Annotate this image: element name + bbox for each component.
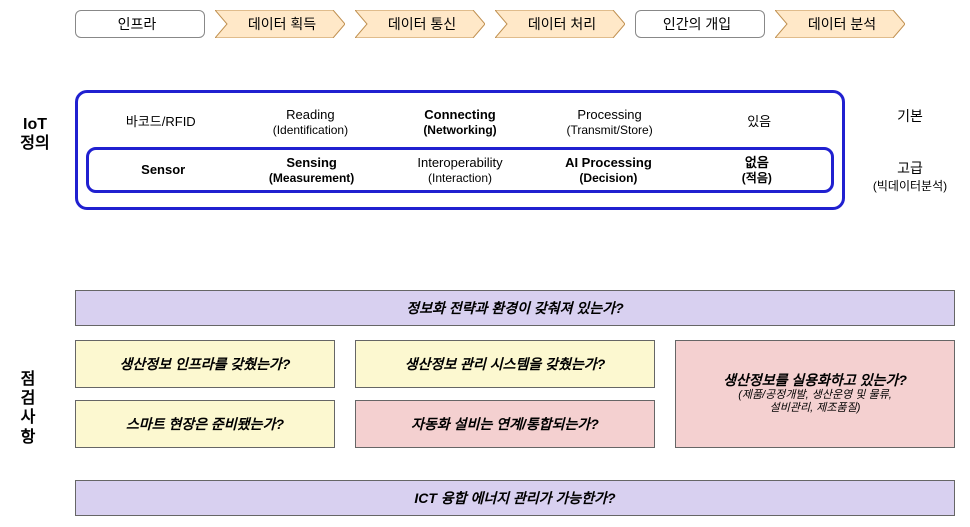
iot-basic-row: 바코드/RFIDReading(Identification)Connectin… [86, 99, 834, 145]
check-box: 스마트 현장은 준비됐는가? [75, 400, 335, 448]
process-tab-4: 인간의 개입 [635, 10, 765, 38]
process-tab-3: 데이터 처리 [495, 10, 625, 38]
iot-row-basic-cell-3: Processing(Transmit/Store) [535, 107, 685, 137]
iot-advanced-row: SensorSensing(Measurement)Interoperabili… [86, 147, 834, 193]
check-box: 생산정보를 실용화하고 있는가?(제품/공정개발, 생산운영 및 물류,설비관리… [675, 340, 955, 448]
process-tab-5: 데이터 분석 [775, 10, 905, 38]
process-tab-1: 데이터 획득 [215, 10, 345, 38]
advanced-sub: (빅데이터분석) [873, 179, 947, 193]
checklist-grid: 생산정보 인프라를 갖췄는가? 스마트 현장은 준비됐는가? 생산정보 관리 시스… [75, 340, 955, 448]
process-tab-0: 인프라 [75, 10, 205, 38]
advanced-level-label: 고급 (빅데이터분석) [860, 160, 960, 194]
iot-definition-label: IoT정의 [10, 115, 60, 153]
iot-row-adv-cell-4: 없음(적음) [683, 155, 831, 185]
iot-row-adv-cell-0: Sensor [89, 162, 237, 178]
process-tabs: 인프라 데이터 획득 데이터 통신 데이터 처리 인간의 개입 데이터 분석 [75, 10, 905, 38]
checklist-col-mid: 생산정보 관리 시스템을 갖췄는가? 자동화 설비는 연계/통합되는가? [355, 340, 655, 448]
strategy-question-bar: 정보화 전략과 환경이 갖춰져 있는가? [75, 290, 955, 326]
iot-row-basic-cell-1: Reading(Identification) [236, 107, 386, 137]
check-box: 생산정보 인프라를 갖췄는가? [75, 340, 335, 388]
basic-level-label: 기본 [860, 108, 960, 125]
iot-row-adv-cell-3: AI Processing(Decision) [534, 155, 682, 185]
checklist-col-right: 생산정보를 실용화하고 있는가?(제품/공정개발, 생산운영 및 물류,설비관리… [675, 340, 955, 448]
check-box: 생산정보 관리 시스템을 갖췄는가? [355, 340, 655, 388]
iot-row-basic-cell-2: Connecting(Networking) [385, 107, 535, 137]
iot-row-basic-cell-0: 바코드/RFID [86, 114, 236, 130]
checklist-label: 점검사항 [18, 370, 38, 447]
iot-row-basic-cell-4: 있음 [684, 114, 834, 130]
ict-question-bar: ICT 융합 에너지 관리가 가능한가? [75, 480, 955, 516]
iot-row-adv-cell-1: Sensing(Measurement) [237, 155, 385, 185]
iot-definition-box: 바코드/RFIDReading(Identification)Connectin… [75, 90, 845, 210]
iot-row-adv-cell-2: Interoperability(Interaction) [386, 155, 534, 185]
check-box: 자동화 설비는 연계/통합되는가? [355, 400, 655, 448]
advanced-main: 고급 [897, 160, 923, 176]
checklist-col-left: 생산정보 인프라를 갖췄는가? 스마트 현장은 준비됐는가? [75, 340, 335, 448]
process-tab-2: 데이터 통신 [355, 10, 485, 38]
